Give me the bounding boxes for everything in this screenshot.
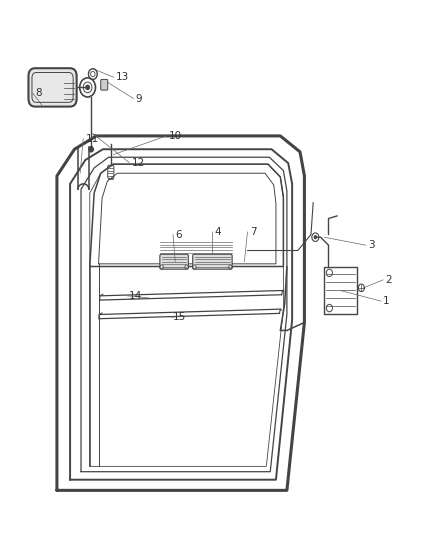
- Circle shape: [86, 85, 89, 90]
- Text: 4: 4: [215, 227, 221, 237]
- Text: 10: 10: [169, 131, 182, 141]
- FancyBboxPatch shape: [101, 79, 108, 90]
- Text: 15: 15: [173, 312, 186, 322]
- Text: 6: 6: [175, 230, 182, 239]
- Text: 13: 13: [116, 72, 129, 82]
- Text: 14: 14: [129, 291, 142, 301]
- FancyBboxPatch shape: [28, 68, 77, 107]
- Text: 11: 11: [85, 134, 99, 143]
- Text: 7: 7: [250, 227, 256, 237]
- Text: 2: 2: [385, 275, 392, 285]
- Text: 12: 12: [131, 158, 145, 167]
- Text: 3: 3: [368, 240, 374, 250]
- Circle shape: [314, 235, 317, 239]
- Circle shape: [89, 147, 93, 152]
- Text: 1: 1: [383, 296, 390, 306]
- FancyBboxPatch shape: [193, 254, 232, 269]
- FancyBboxPatch shape: [160, 254, 188, 269]
- Text: 8: 8: [35, 88, 42, 98]
- Text: 9: 9: [136, 94, 142, 103]
